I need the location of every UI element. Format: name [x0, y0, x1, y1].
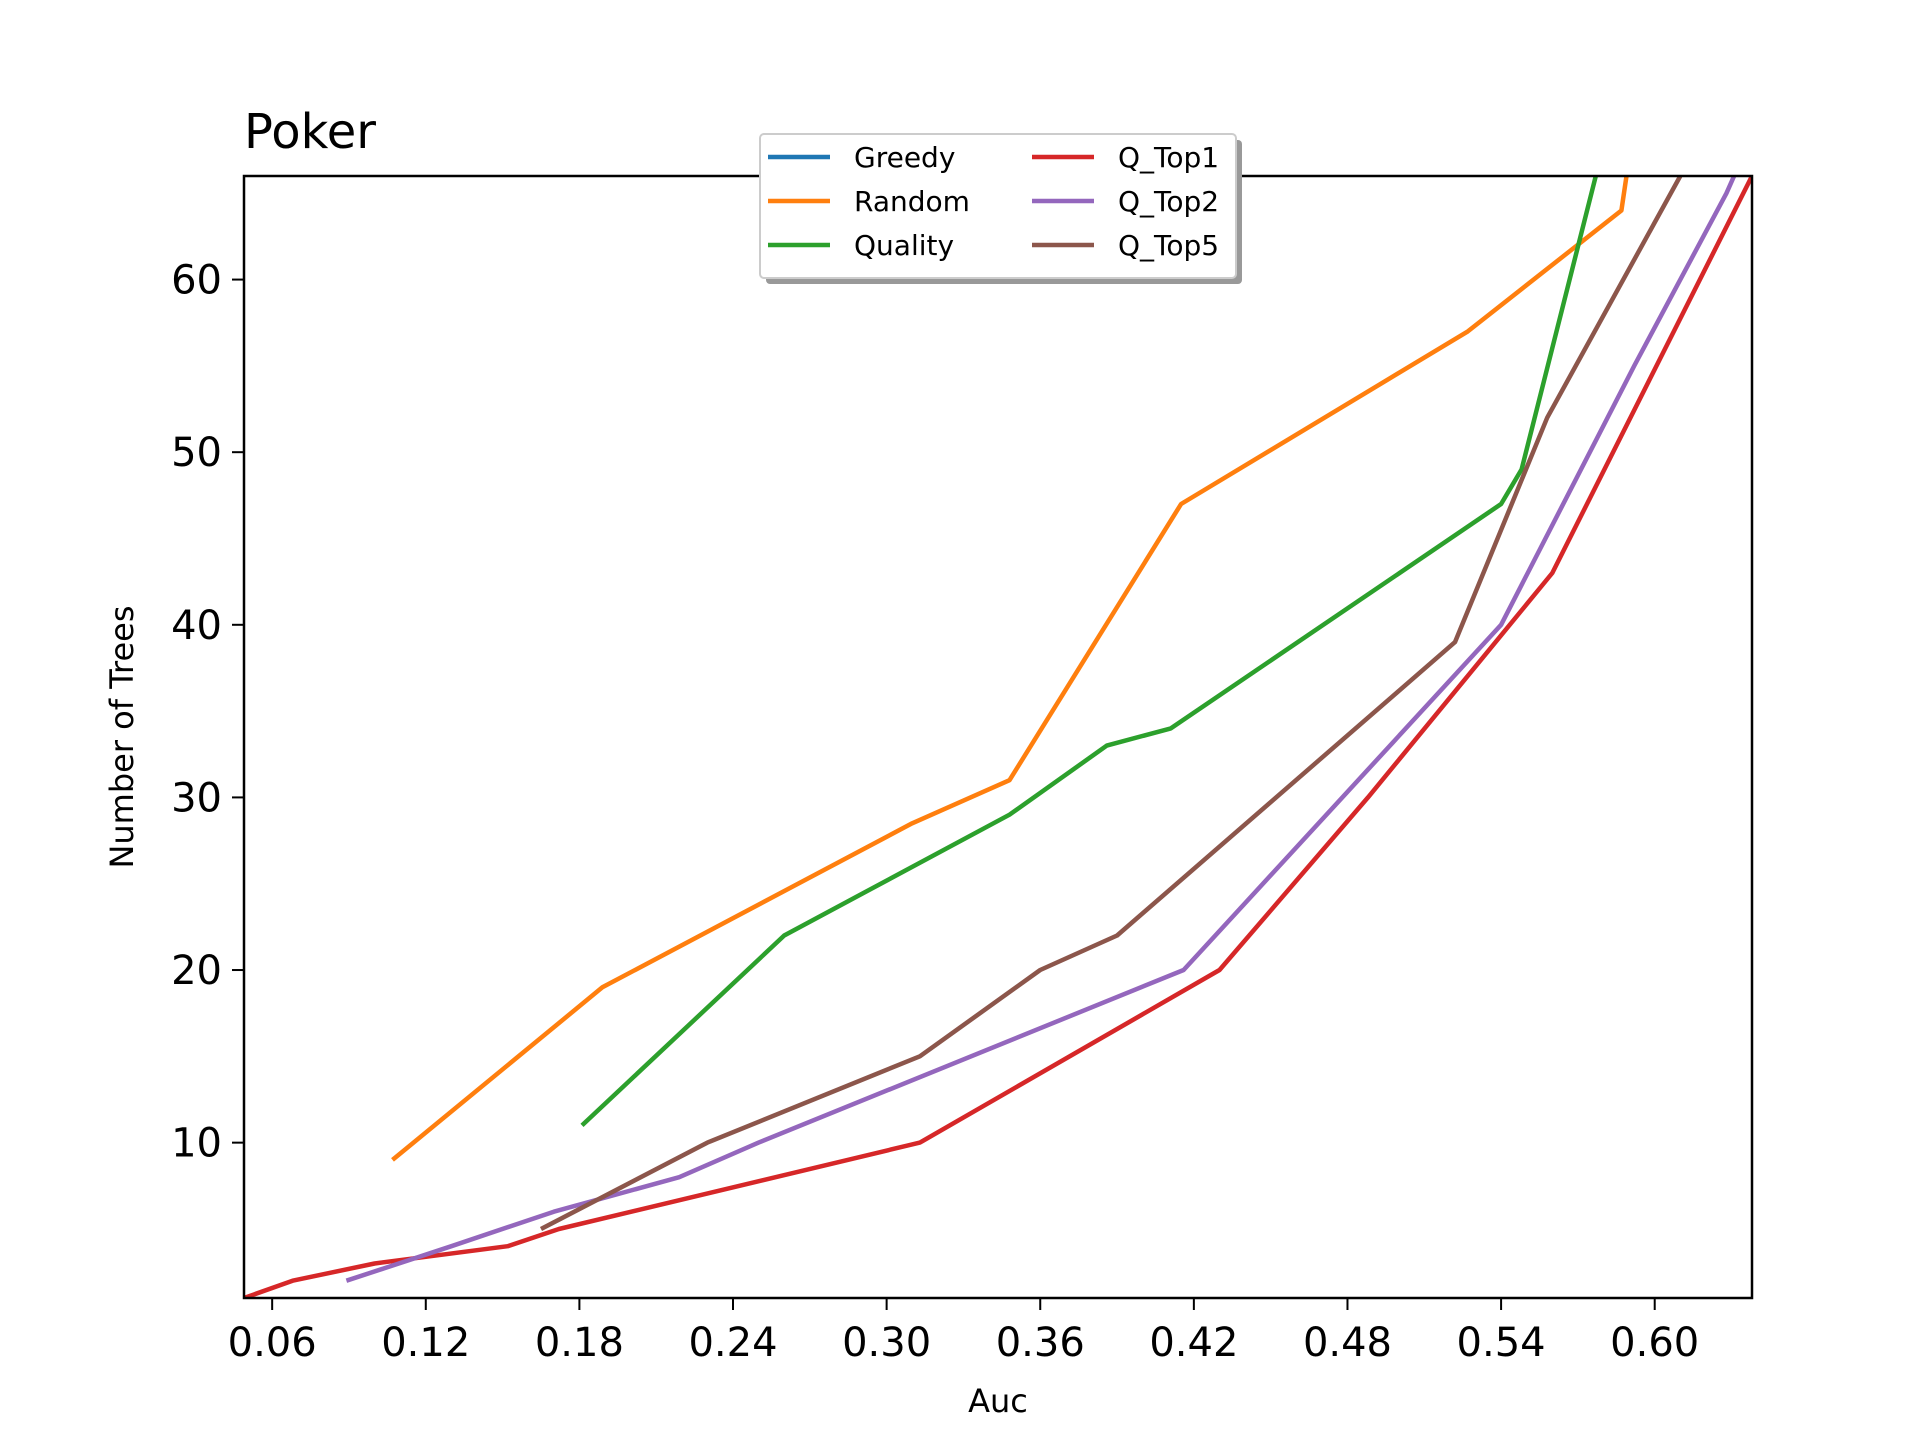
legend-label: Quality	[854, 229, 954, 262]
legend-label: Random	[854, 185, 970, 218]
legend-label: Greedy	[854, 141, 955, 174]
x-tick-label: 0.18	[535, 1320, 624, 1366]
x-axis: 0.06 0.12 0.18 0.24 0.30 0.36 0.42 0.48 0.54 0.60	[228, 1298, 1699, 1366]
series-line-q-top1	[244, 176, 1752, 1298]
x-tick-label: 0.42	[1149, 1320, 1238, 1366]
y-tick-label: 60	[171, 258, 222, 304]
x-tick-label: 0.12	[381, 1320, 470, 1366]
x-tick-label: 0.36	[996, 1320, 1085, 1366]
series-line-q-top5	[539, 176, 1683, 1231]
x-tick-label: 0.60	[1610, 1320, 1699, 1366]
y-tick-label: 50	[171, 430, 222, 476]
legend: Greedy Random Quality Q_Top1 Q_Top2 Q_Top5	[759, 133, 1242, 284]
x-axis-label: Auc	[968, 1382, 1028, 1420]
x-tick-label: 0.24	[688, 1320, 777, 1366]
x-tick-label: 0.30	[842, 1320, 931, 1366]
series-line-q-top2	[345, 176, 1737, 1283]
plot-frame	[242, 174, 1754, 1300]
series-line-random	[391, 176, 1629, 1162]
x-tick-label: 0.06	[228, 1320, 317, 1366]
x-tick-label: 0.54	[1457, 1320, 1546, 1366]
y-axis: 10 20 30 40 50 60	[171, 258, 244, 1167]
series-line-quality	[580, 176, 1598, 1128]
legend-box	[759, 133, 1237, 279]
y-tick-label: 30	[171, 775, 222, 821]
legend-label: Q_Top1	[1118, 141, 1219, 174]
y-tick-label: 10	[171, 1121, 222, 1167]
legend-label: Q_Top5	[1118, 229, 1219, 262]
y-tick-label: 20	[171, 948, 222, 994]
legend-label: Q_Top2	[1118, 185, 1219, 218]
y-tick-label: 40	[171, 603, 222, 649]
legend-items: Greedy Random Quality Q_Top1 Q_Top2 Q_Top5	[768, 141, 1219, 262]
series-layer	[244, 176, 1752, 1298]
chart-title: Poker	[244, 104, 376, 160]
x-tick-label: 0.48	[1303, 1320, 1392, 1366]
y-axis-label: Number of Trees	[103, 605, 141, 868]
